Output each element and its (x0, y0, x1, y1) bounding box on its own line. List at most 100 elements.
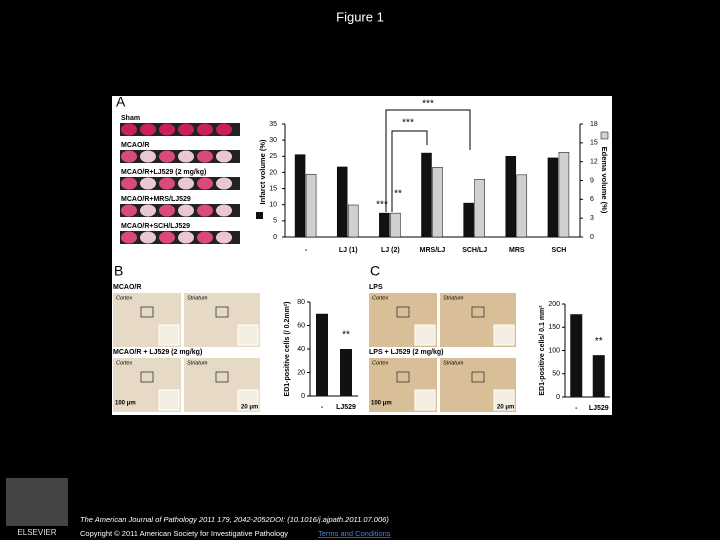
brain-slice (140, 204, 156, 217)
region-label: Cortex (116, 360, 132, 366)
y-tick-label: 0 (273, 234, 277, 241)
bracket (391, 130, 428, 212)
slice-label: MCAO/R (121, 142, 149, 149)
bar (570, 314, 583, 397)
significance: ** (595, 336, 603, 347)
legend-swatch (256, 212, 263, 219)
panel-letter: C (370, 263, 380, 279)
bar (421, 152, 432, 238)
x-tick-label: MRS (509, 247, 525, 254)
brain-slice (159, 150, 175, 163)
y2-axis-title: Edema volume (%) (600, 147, 609, 214)
y-tick-label: 20 (269, 169, 277, 176)
brain-slice (178, 231, 194, 244)
brain-slice (121, 177, 137, 190)
logo-tree (6, 478, 68, 526)
x-tick-label: LJ529 (336, 404, 356, 411)
bar (390, 212, 401, 238)
region-box (140, 306, 154, 318)
y-axis-title: ED1-positive cells (/ 0.2mm²) (284, 302, 291, 397)
brain-slice (178, 150, 194, 163)
y-tick-label: 35 (269, 121, 277, 128)
bar (558, 152, 570, 238)
brain-slice (140, 123, 156, 136)
region-box (396, 306, 410, 318)
y-tick-label: 30 (269, 137, 277, 144)
copyright: Copyright © 2011 American Society for In… (80, 529, 288, 538)
brain-slice (178, 123, 194, 136)
y-tick-label: 200 (548, 301, 560, 308)
terms-link[interactable]: Terms and Conditions (318, 529, 391, 538)
y-tick-label: 80 (297, 299, 305, 306)
x-tick-label: SCH (552, 247, 567, 254)
scale-label: 20 μm (497, 405, 514, 411)
brackets (385, 109, 471, 212)
y-tick-label: 0 (301, 393, 305, 400)
bar (305, 173, 317, 238)
brain-slice (197, 231, 213, 244)
region-box (471, 371, 485, 383)
inset (158, 324, 180, 346)
y2-tick-label: 6 (590, 196, 594, 203)
region-label: Cortex (372, 295, 388, 301)
brain-slice (197, 204, 213, 217)
scale-label: 100 μm (115, 401, 136, 407)
y-tick-label: 0 (556, 394, 560, 401)
x-tick-label: LJ529 (589, 405, 609, 412)
bar (379, 212, 390, 238)
region-label: Cortex (372, 360, 388, 366)
y-axis-title: ED1-positive cells/ 0.1 mm² (539, 305, 546, 396)
y2-tick-label: 0 (590, 234, 594, 241)
y-tick-label: 20 (297, 369, 305, 376)
x-tick-label: SCH/LJ (462, 247, 487, 254)
y-tick-label: 10 (269, 202, 277, 209)
inset (493, 389, 515, 411)
region-label: Striatum (443, 360, 464, 366)
micrograph-title: LPS + LJ529 (2 mg/kg) (369, 349, 444, 356)
bar (463, 202, 474, 238)
brain-slice (121, 231, 137, 244)
x-tick-label: MRS/LJ (420, 247, 446, 254)
region-label: Cortex (116, 295, 132, 301)
legend-swatch (600, 131, 609, 140)
brain-slice (216, 231, 232, 244)
slide-title: Figure 1 (336, 9, 384, 24)
brain-slice (140, 177, 156, 190)
slice-label: MCAO/R+MRS/LJ529 (121, 196, 191, 203)
inset (414, 324, 436, 346)
brain-slice (159, 204, 175, 217)
y2-tick-label: 12 (590, 159, 598, 166)
panel-letter: B (114, 263, 123, 279)
x-tick-label: LJ (2) (381, 247, 400, 254)
y-axis-title: Infarct volume (%) (258, 139, 267, 205)
citation: The American Journal of Pathology 2011 1… (80, 515, 389, 524)
slice-label: MCAO/R+LJ529 (2 mg/kg) (121, 169, 206, 176)
bar (347, 204, 359, 238)
bar (474, 178, 485, 238)
region-label: Striatum (187, 360, 208, 366)
bracket (385, 109, 471, 212)
x-tick-label: - (575, 405, 578, 412)
inset (237, 389, 259, 411)
y2-tick-label: 3 (590, 215, 594, 222)
y-tick-label: 5 (273, 218, 277, 225)
bar (340, 349, 352, 396)
bar (547, 157, 559, 238)
logo-text: ELSEVIER (17, 528, 56, 537)
inset (414, 389, 436, 411)
brain-slice (121, 150, 137, 163)
x-tick-label: - (321, 404, 324, 411)
brain-slice (216, 177, 232, 190)
region-box (215, 371, 229, 383)
brain-slice (197, 150, 213, 163)
y-tick-label: 150 (548, 324, 560, 331)
inset (237, 324, 259, 346)
brain-slice (140, 150, 156, 163)
panel-letter: A (116, 94, 126, 110)
brain-slice (216, 204, 232, 217)
bar (432, 167, 443, 238)
bar (336, 166, 348, 238)
region-box (215, 306, 229, 318)
